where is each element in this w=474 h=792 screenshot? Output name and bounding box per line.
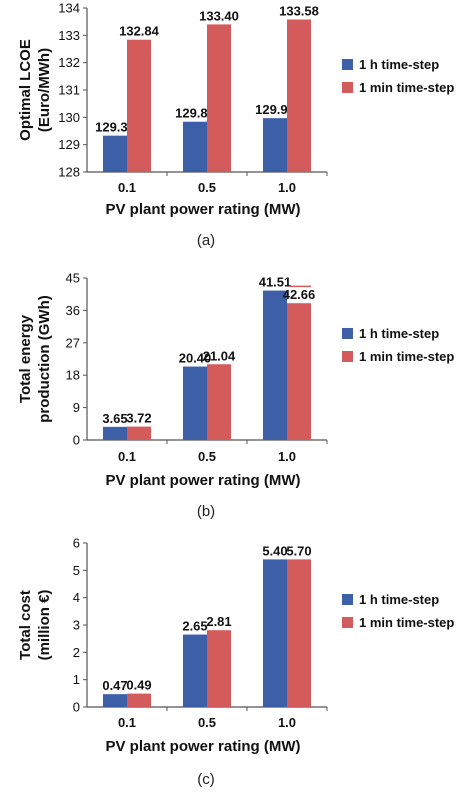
x-axis-title: PV plant power rating (MW) — [106, 738, 301, 755]
y-tick-label: 4 — [73, 590, 80, 605]
data-label: 5.70 — [286, 543, 311, 558]
bar-hourly — [263, 118, 287, 172]
bar-hourly — [103, 135, 127, 172]
panel-caption: (b) — [197, 503, 215, 520]
y-tick-label: 36 — [66, 303, 80, 318]
y-axis-title: Total energy — [17, 314, 34, 403]
data-label: 0.49 — [126, 678, 151, 693]
y-tick-label: 128 — [58, 165, 80, 180]
bar-minute — [127, 426, 151, 440]
chart-panel-a: 128 129 130 131 132 133 134 0.1 129.33 132.84 0.5 1… — [17, 1, 454, 250]
x-tick-label: 0.5 — [198, 449, 216, 464]
y-axis-title: Total cost — [17, 590, 34, 660]
y-tick-label: 129 — [58, 137, 80, 152]
x-axis-title: PV plant power rating (MW) — [106, 472, 301, 489]
y-tick-label: 2 — [73, 645, 80, 660]
y-tick-label: 45 — [66, 271, 80, 286]
bar-minute — [287, 19, 311, 173]
bar-minute — [287, 303, 311, 440]
y-tick-label: 9 — [73, 400, 80, 415]
bar-hourly — [103, 694, 127, 707]
y-tick-label: 6 — [73, 536, 80, 551]
legend-label: 1 min time-step — [359, 349, 454, 364]
data-label: 2.81 — [206, 614, 231, 629]
bar-minute — [127, 693, 151, 707]
legend-label: 1 h time-step — [359, 592, 439, 607]
legend-swatch — [342, 594, 353, 605]
data-label: 0.47 — [102, 678, 127, 693]
data-label: 129.97 — [255, 102, 295, 117]
legend-swatch — [342, 617, 353, 628]
data-label: 42.66 — [283, 287, 316, 302]
y-tick-label: 131 — [58, 83, 80, 98]
data-label: 21.04 — [203, 348, 236, 363]
y-tick-label: 0 — [73, 700, 80, 715]
x-tick-label: 1.0 — [278, 715, 296, 730]
legend-label: 1 min time-step — [359, 615, 454, 630]
y-tick-label: 5 — [73, 563, 80, 578]
x-tick-label: 0.5 — [198, 715, 216, 730]
panel-caption: (a) — [197, 232, 215, 249]
y-tick-label: 133 — [58, 28, 80, 43]
data-label: 129.33 — [95, 120, 135, 135]
data-label: 3.72 — [126, 411, 151, 426]
legend-swatch — [342, 328, 353, 339]
legend-swatch — [342, 351, 353, 362]
bar-minute — [207, 630, 231, 707]
x-tick-label: 1.0 — [278, 449, 296, 464]
y-tick-label: 3 — [73, 618, 80, 633]
y-tick-label: 18 — [66, 368, 80, 383]
x-tick-label: 0.1 — [118, 180, 136, 195]
x-tick-label: 1.0 — [278, 180, 296, 195]
y-tick-label: 130 — [58, 110, 80, 125]
data-label: 41.51 — [259, 275, 292, 290]
bar-hourly — [183, 121, 207, 172]
data-label: 20.40 — [179, 351, 212, 366]
chart-panel-c: 0 1 2 3 4 5 6 0.1 0.470.49 0.5 2.652.81 1.0 5.405.70… — [17, 536, 454, 789]
bar-minute — [287, 559, 311, 707]
data-label: 133.58 — [279, 3, 319, 18]
bar-hourly — [183, 634, 207, 707]
legend-label: 1 min time-step — [359, 80, 454, 95]
panel-caption: (c) — [197, 771, 215, 788]
y-tick-label: 132 — [58, 55, 80, 70]
y-tick-label: 0 — [73, 433, 80, 448]
legend-swatch — [342, 82, 353, 93]
data-label: 5.40 — [262, 543, 287, 558]
bar-minute — [207, 364, 231, 440]
y-tick-label: 1 — [73, 672, 80, 687]
x-axis-title: PV plant power rating (MW) — [106, 201, 301, 218]
bar-hourly — [183, 366, 207, 440]
bar-hourly — [103, 426, 127, 440]
bar-minute — [127, 39, 151, 172]
bar-hourly — [263, 559, 287, 707]
legend-label: 1 h time-step — [359, 326, 439, 341]
x-tick-label: 0.1 — [118, 449, 136, 464]
y-axis-title: (Euro/MWh) — [36, 48, 53, 132]
legend-label: 1 h time-step — [359, 57, 439, 72]
y-tick-label: 27 — [66, 335, 80, 350]
y-axis-title: production (GWh) — [36, 295, 53, 422]
data-label: 132.84 — [119, 24, 160, 39]
data-label: 3.65 — [102, 411, 127, 426]
data-label: 129.84 — [175, 106, 216, 121]
y-tick-label: 134 — [58, 1, 80, 16]
x-tick-label: 0.1 — [118, 715, 136, 730]
bar-hourly — [263, 290, 287, 440]
data-label: 2.65 — [182, 619, 207, 634]
y-axis-title: Optimal LCOE — [17, 39, 34, 141]
x-tick-label: 0.5 — [198, 180, 216, 195]
data-label: 133.40 — [199, 8, 239, 23]
bar-minute — [207, 24, 231, 173]
legend-swatch — [342, 59, 353, 70]
y-axis-title: (million €) — [36, 590, 53, 661]
